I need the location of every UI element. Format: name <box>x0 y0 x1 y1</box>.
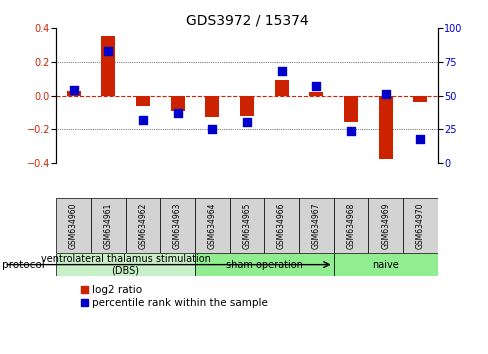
Point <box>208 126 216 132</box>
Bar <box>136 96 149 106</box>
Bar <box>333 253 437 276</box>
Bar <box>264 198 298 253</box>
Point <box>277 69 285 74</box>
Point <box>381 91 389 97</box>
Point <box>416 136 424 142</box>
Bar <box>170 96 184 111</box>
Text: GSM634968: GSM634968 <box>346 202 355 249</box>
Text: GSM634963: GSM634963 <box>173 202 182 249</box>
Bar <box>333 198 367 253</box>
Point <box>69 87 77 93</box>
Point <box>139 117 146 122</box>
Text: naive: naive <box>371 259 398 270</box>
Bar <box>125 198 160 253</box>
Point <box>243 120 250 125</box>
Text: sham operation: sham operation <box>225 259 302 270</box>
Text: ventrolateral thalamus stimulation
(DBS): ventrolateral thalamus stimulation (DBS) <box>41 254 210 275</box>
Legend: log2 ratio, percentile rank within the sample: log2 ratio, percentile rank within the s… <box>81 285 267 308</box>
Bar <box>205 96 219 118</box>
Bar <box>378 96 392 159</box>
Bar <box>160 198 195 253</box>
Bar <box>229 198 264 253</box>
Point <box>312 83 320 89</box>
Title: GDS3972 / 15374: GDS3972 / 15374 <box>185 13 307 27</box>
Text: GSM634960: GSM634960 <box>69 202 78 249</box>
Point <box>346 128 354 133</box>
Bar <box>56 253 195 276</box>
Point <box>173 110 181 116</box>
Bar <box>56 198 91 253</box>
Bar <box>195 198 229 253</box>
Bar <box>274 80 288 96</box>
Text: GSM634967: GSM634967 <box>311 202 320 249</box>
Text: GSM634970: GSM634970 <box>415 202 424 249</box>
Bar <box>402 198 437 253</box>
Text: protocol: protocol <box>2 260 45 270</box>
Bar <box>344 96 357 122</box>
Bar <box>298 198 333 253</box>
Text: GSM634965: GSM634965 <box>242 202 251 249</box>
Text: GSM634964: GSM634964 <box>207 202 216 249</box>
Bar <box>195 253 333 276</box>
Text: GSM634961: GSM634961 <box>103 202 113 249</box>
Bar <box>101 36 115 96</box>
Bar <box>309 92 323 96</box>
Bar <box>66 91 81 96</box>
Text: GSM634969: GSM634969 <box>380 202 389 249</box>
Bar <box>367 198 402 253</box>
Point <box>104 48 112 54</box>
Text: GSM634966: GSM634966 <box>277 202 285 249</box>
Bar <box>240 96 253 116</box>
Bar <box>91 198 125 253</box>
Text: GSM634962: GSM634962 <box>138 202 147 249</box>
Bar <box>412 96 427 102</box>
